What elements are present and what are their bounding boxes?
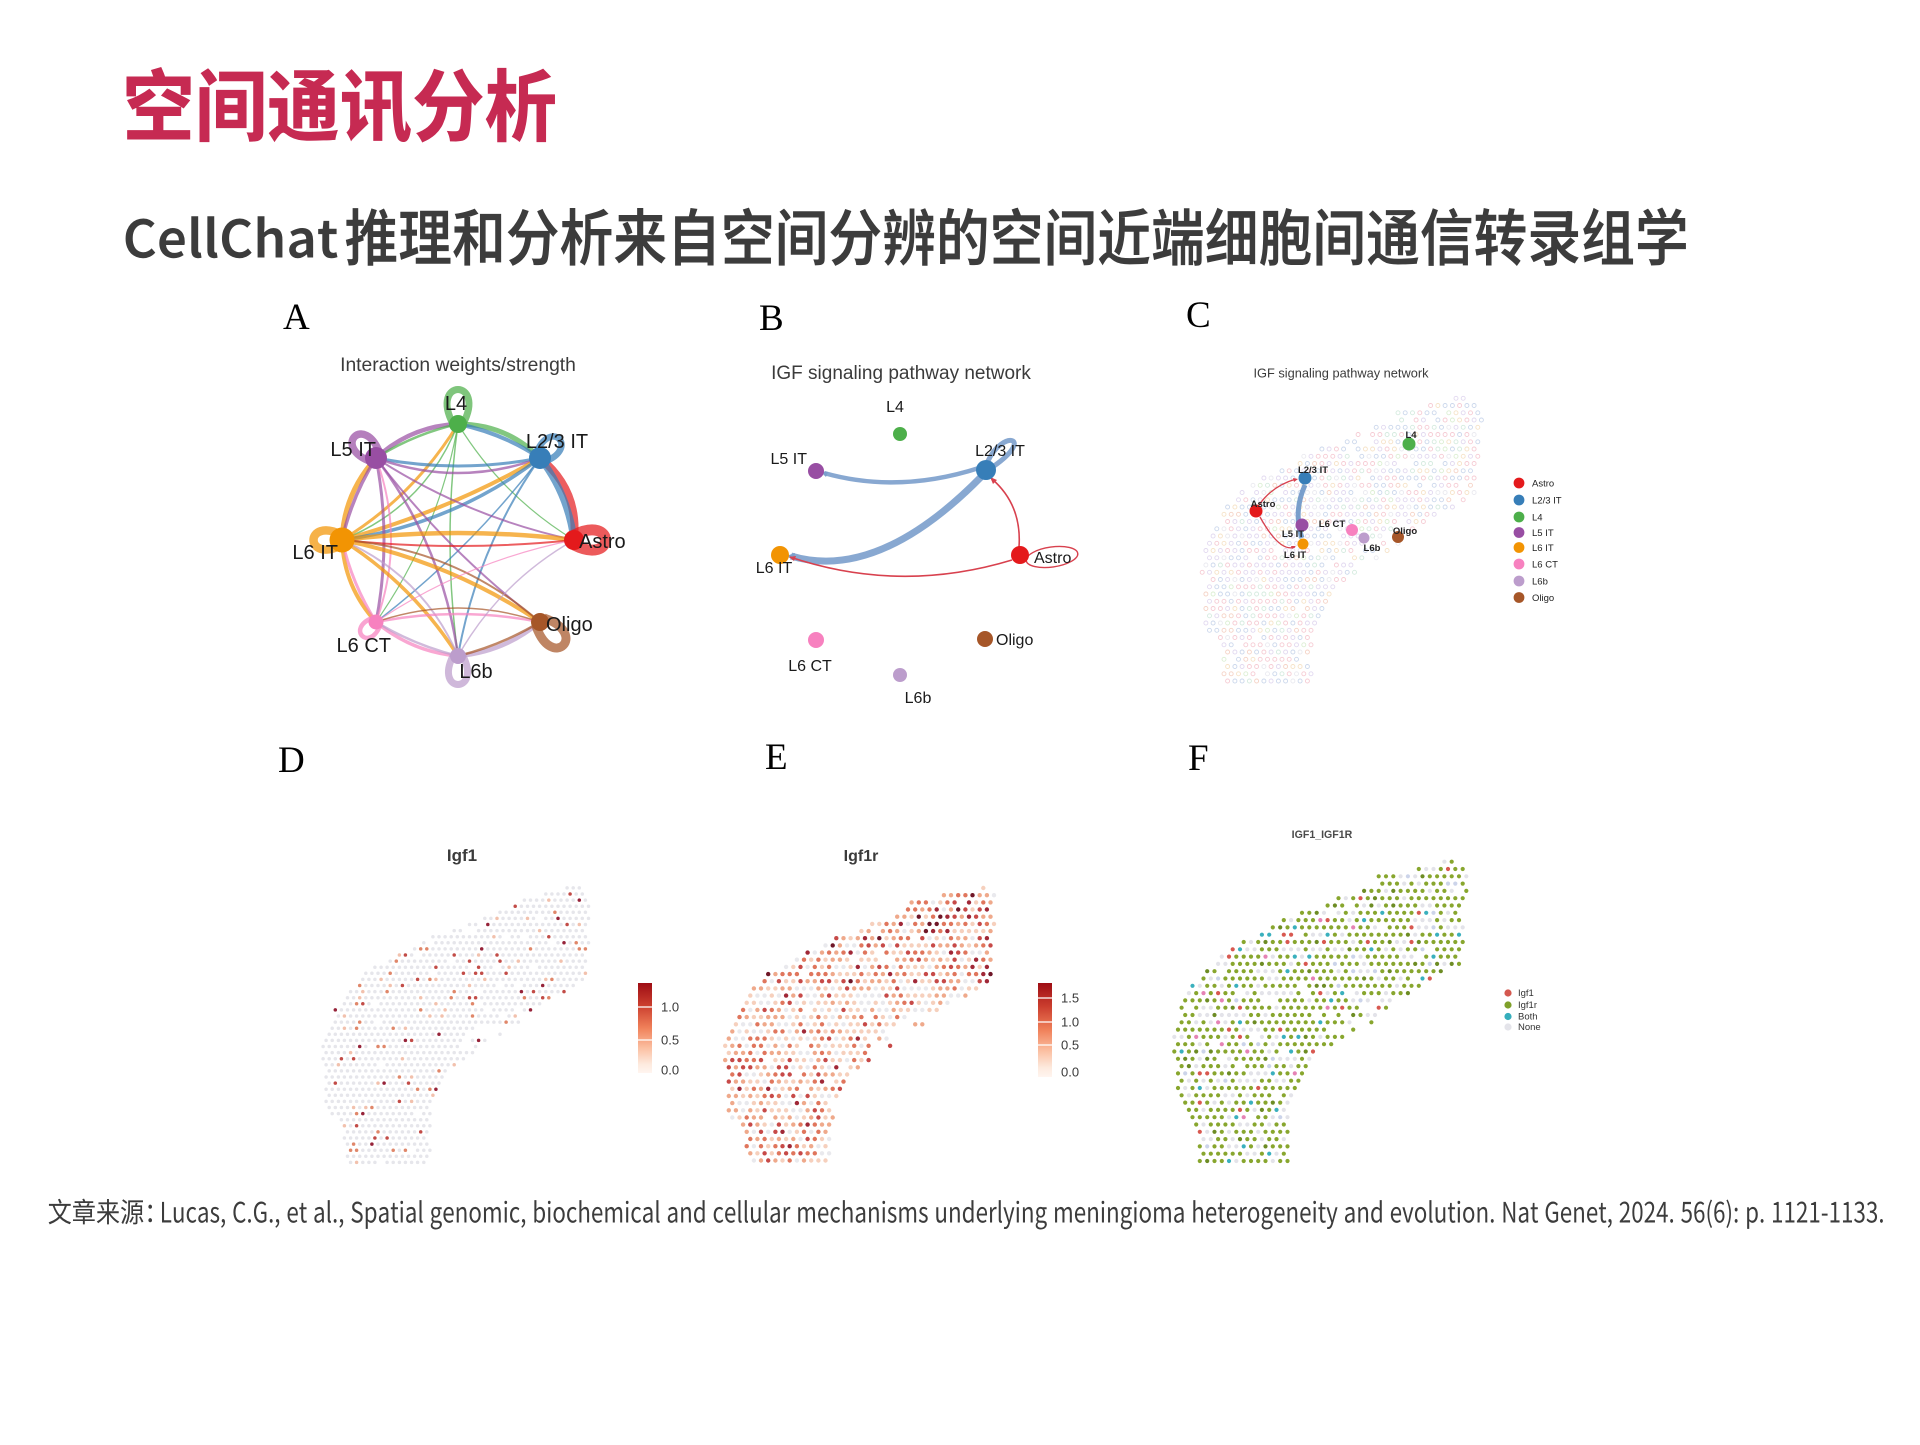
svg-text:L6b: L6b [1532, 577, 1548, 588]
svg-text:L6 CT: L6 CT [1532, 560, 1558, 571]
svg-text:F: F [1188, 738, 1209, 779]
svg-text:L5 IT: L5 IT [1282, 529, 1304, 540]
svg-text:L2/3 IT: L2/3 IT [1298, 465, 1328, 476]
svg-text:L2/3 IT: L2/3 IT [975, 443, 1025, 460]
svg-text:Oligo: Oligo [546, 614, 593, 636]
svg-text:Both: Both [1518, 1012, 1538, 1023]
svg-text:Oligo: Oligo [1532, 593, 1554, 604]
svg-text:L5 IT: L5 IT [1532, 528, 1554, 539]
svg-text:Igf1r: Igf1r [1518, 1000, 1537, 1011]
svg-text:Igf1: Igf1 [1518, 988, 1534, 999]
svg-text:L6 IT: L6 IT [292, 542, 338, 564]
svg-text:Astro: Astro [1034, 550, 1071, 567]
svg-text:C: C [1186, 295, 1211, 336]
svg-text:D: D [278, 740, 305, 781]
svg-text:Oligo: Oligo [996, 632, 1033, 649]
svg-text:L4: L4 [1532, 513, 1543, 524]
svg-text:IGF1_IGF1R: IGF1_IGF1R [1292, 829, 1353, 841]
svg-text:Astro: Astro [1532, 479, 1554, 490]
svg-text:Oligo: Oligo [1393, 526, 1417, 537]
svg-text:1.0: 1.0 [661, 1000, 679, 1015]
svg-text:L6 CT: L6 CT [337, 635, 391, 657]
svg-text:L6 IT: L6 IT [1284, 550, 1306, 561]
svg-text:L6b: L6b [459, 661, 492, 683]
svg-text:L6 CT: L6 CT [1319, 519, 1346, 530]
svg-text:L6 IT: L6 IT [756, 560, 793, 577]
svg-text:None: None [1518, 1022, 1541, 1033]
svg-text:0.0: 0.0 [661, 1063, 679, 1078]
svg-text:L6 CT: L6 CT [788, 658, 832, 675]
svg-text:0.0: 0.0 [1061, 1065, 1079, 1080]
svg-text:1.5: 1.5 [1061, 991, 1079, 1006]
svg-text:L5 IT: L5 IT [771, 451, 808, 468]
svg-text:L2/3 IT: L2/3 IT [526, 431, 588, 453]
svg-text:0.5: 0.5 [661, 1033, 679, 1048]
svg-text:L4: L4 [445, 393, 467, 415]
svg-text:L6b: L6b [1364, 543, 1381, 554]
svg-text:L6 IT: L6 IT [1532, 543, 1554, 554]
svg-text:Interaction weights/strength: Interaction weights/strength [340, 355, 576, 376]
svg-text:IGF signaling pathway network: IGF signaling pathway network [771, 363, 1031, 384]
svg-text:Igf1r: Igf1r [844, 848, 879, 865]
svg-text:IGF signaling pathway network: IGF signaling pathway network [1254, 366, 1430, 381]
svg-text:L5 IT: L5 IT [330, 439, 376, 461]
svg-text:L4: L4 [1405, 430, 1417, 441]
svg-text:Igf1: Igf1 [447, 846, 477, 865]
svg-text:Astro: Astro [1251, 499, 1276, 510]
svg-text:A: A [283, 297, 310, 338]
svg-text:1.0: 1.0 [1061, 1015, 1079, 1030]
svg-text:Astro: Astro [579, 531, 626, 553]
svg-text:L2/3 IT: L2/3 IT [1532, 496, 1562, 507]
svg-text:0.5: 0.5 [1061, 1038, 1079, 1053]
svg-text:L6b: L6b [905, 690, 932, 707]
svg-text:B: B [759, 298, 784, 339]
svg-text:L4: L4 [886, 399, 904, 416]
svg-text:E: E [765, 737, 788, 778]
